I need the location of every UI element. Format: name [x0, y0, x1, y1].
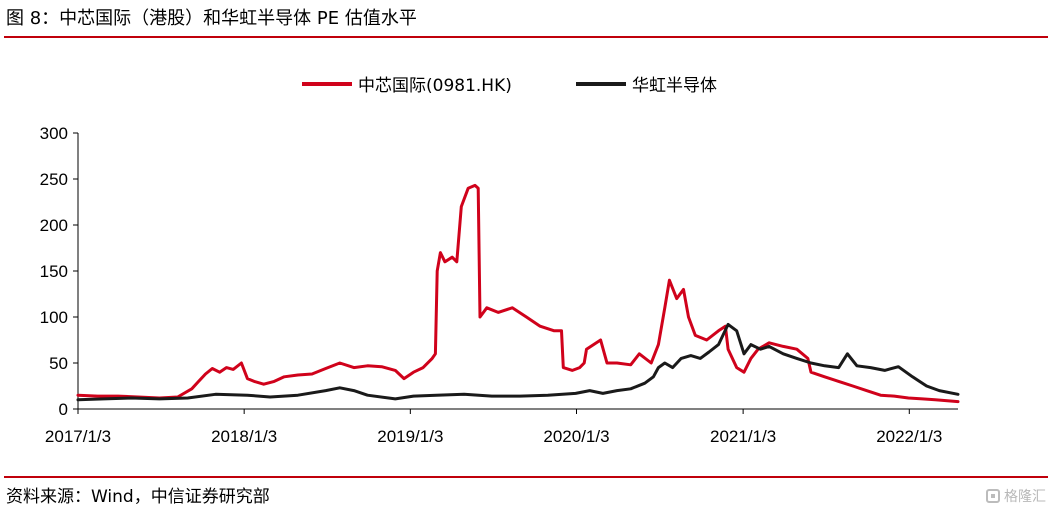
- y-tick-label: 100: [40, 308, 68, 327]
- series-line-hhgrace: [76, 322, 960, 402]
- pe-chart: 中芯国际(0981.HK) 华虹半导体 0 50 100 150 200 250 300 2…: [40, 76, 960, 446]
- x-tick-label: 2018/1/3: [211, 427, 277, 446]
- legend: 中芯国际(0981.HK) 华虹半导体: [302, 76, 717, 96]
- x-axis: 2017/1/3 2018/1/3 2019/1/3 2020/1/3 2021/1/3…: [45, 408, 958, 446]
- x-tick-label: 2019/1/3: [377, 427, 443, 446]
- x-tick-label: 2020/1/3: [543, 427, 609, 446]
- legend-label-hhgrace: 华虹半导体: [632, 76, 717, 96]
- y-tick-label: 200: [40, 216, 68, 235]
- y-axis: 0 50 100 150 200 250 300: [40, 124, 79, 419]
- y-tick-label: 150: [40, 262, 68, 281]
- bottom-divider: [4, 476, 1048, 478]
- watermark-logo-icon: [986, 489, 1000, 503]
- source-note: 资料来源：Wind，中信证券研究部: [6, 487, 270, 507]
- legend-label-smic: 中芯国际(0981.HK): [358, 76, 512, 96]
- x-tick-label: 2022/1/3: [876, 427, 942, 446]
- y-tick-label: 0: [59, 400, 68, 419]
- series-layer: [76, 183, 960, 404]
- y-tick-label: 250: [40, 170, 68, 189]
- series-line-smic: [76, 183, 960, 404]
- x-tick-label: 2017/1/3: [45, 427, 111, 446]
- watermark: 格隆汇: [986, 486, 1046, 506]
- watermark-text: 格隆汇: [1004, 489, 1046, 505]
- top-divider: [4, 36, 1048, 38]
- chart-title: 图 8：中芯国际（港股）和华虹半导体 PE 估值水平: [6, 8, 417, 29]
- y-tick-label: 300: [40, 124, 68, 143]
- y-tick-label: 50: [49, 354, 68, 373]
- x-tick-label: 2021/1/3: [710, 427, 776, 446]
